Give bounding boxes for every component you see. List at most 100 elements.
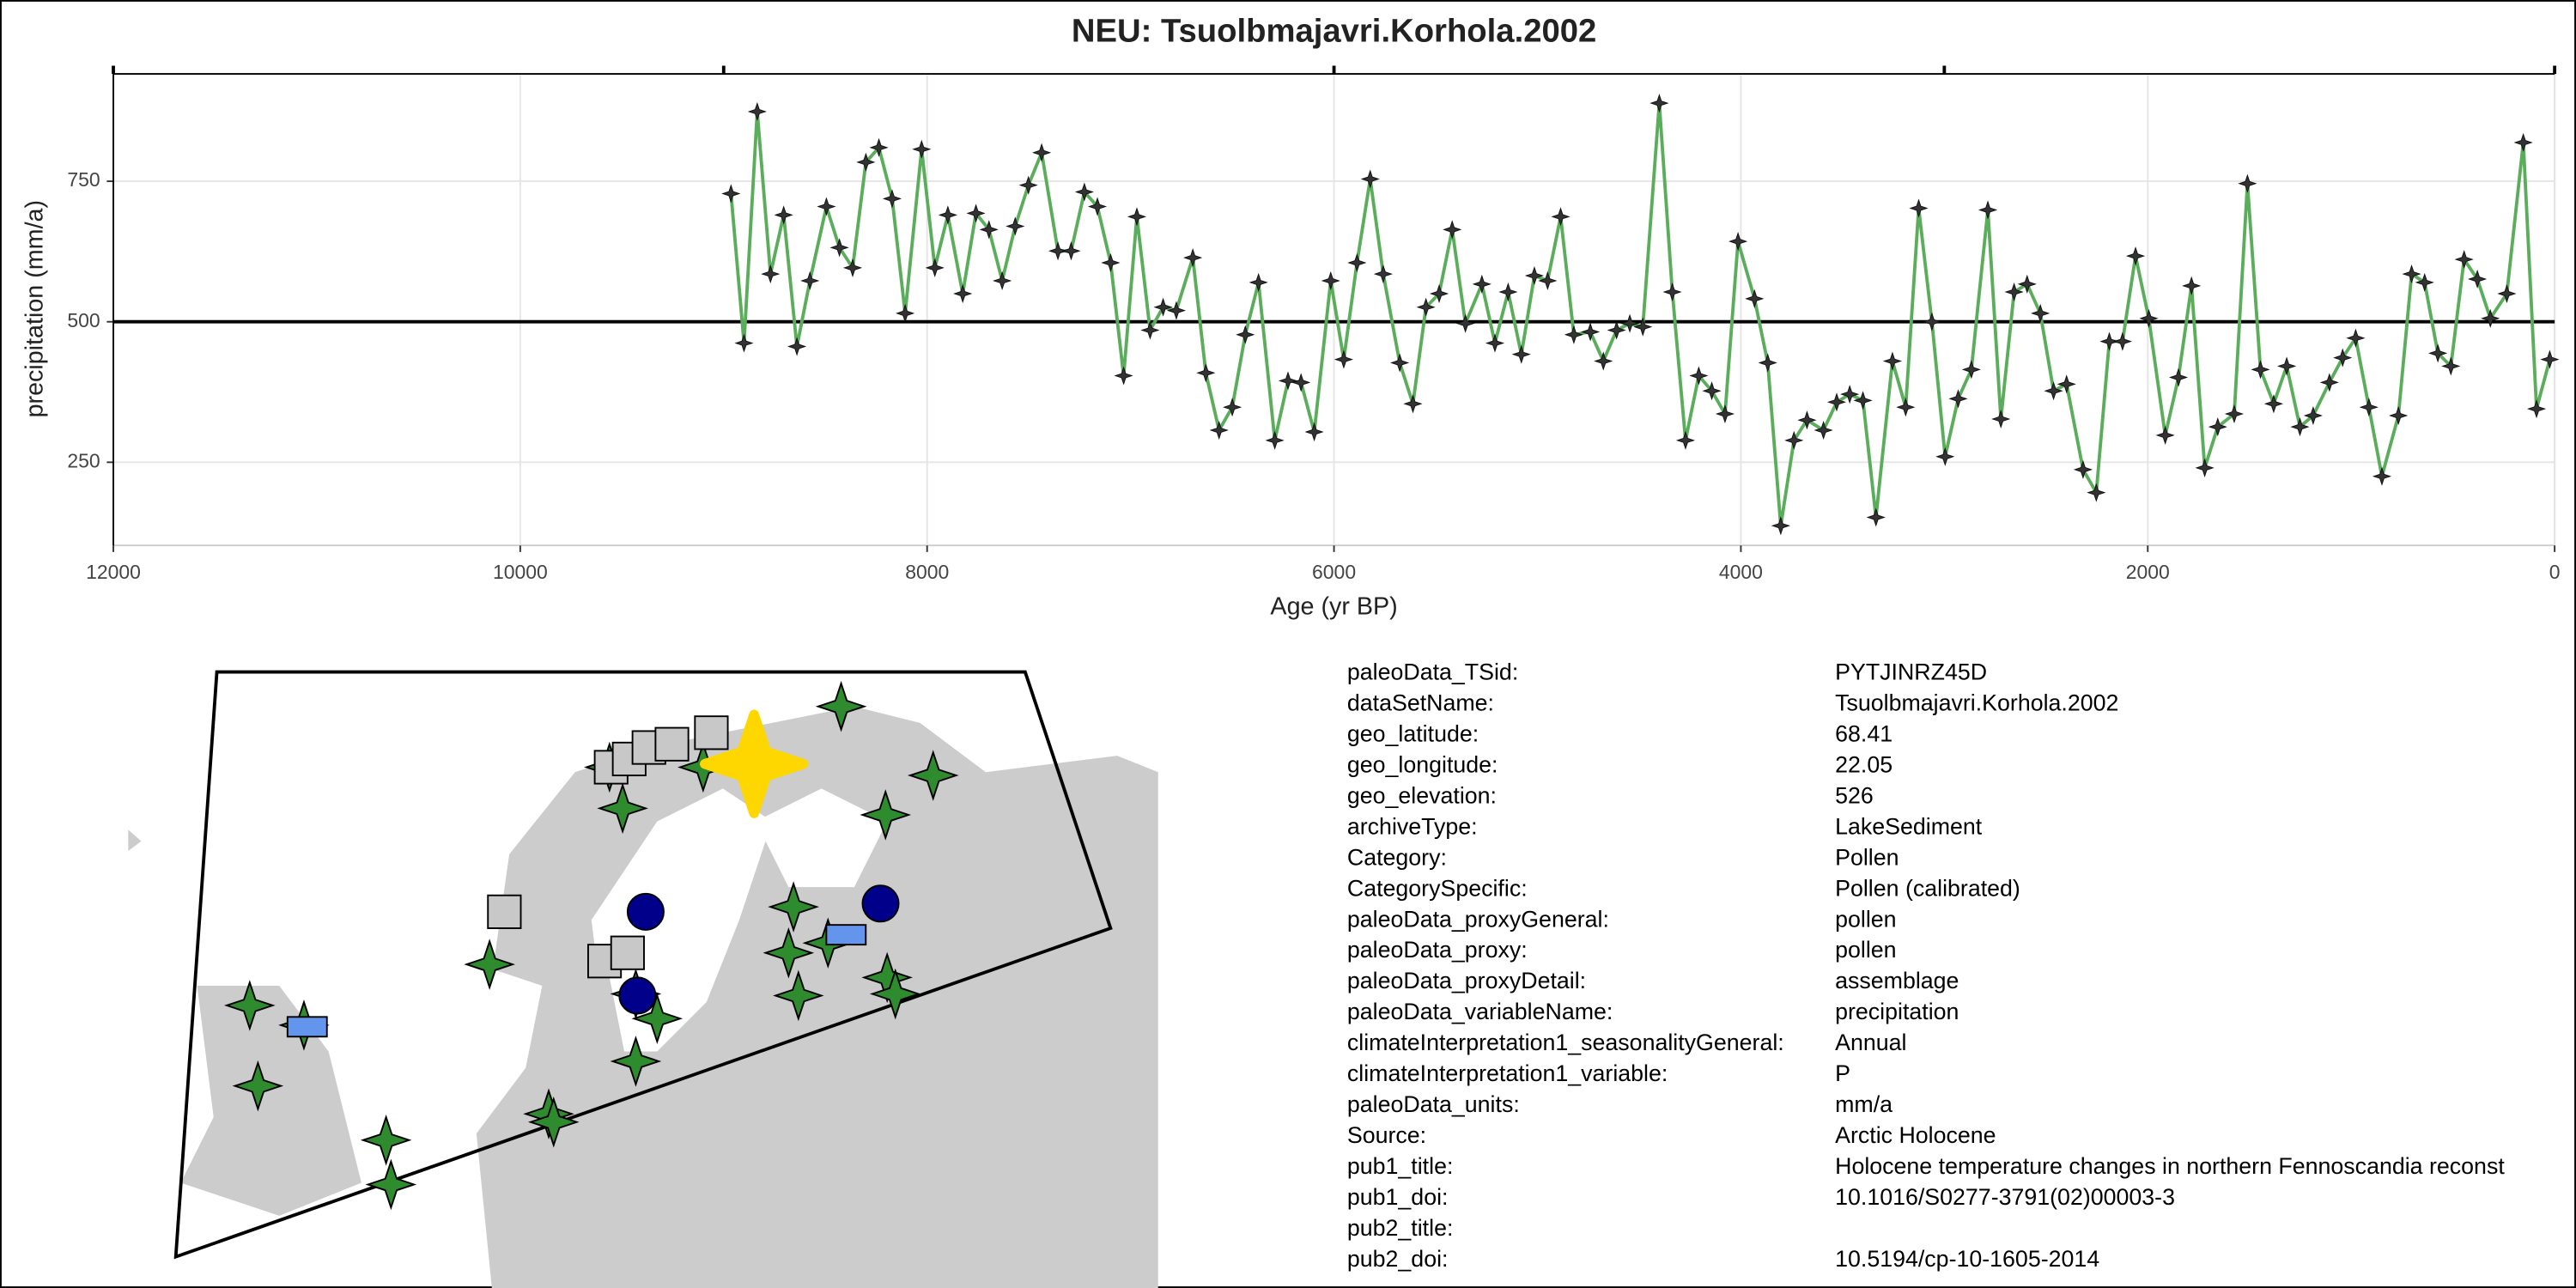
data-point — [938, 205, 957, 225]
site-star — [768, 881, 819, 933]
site-star — [762, 927, 815, 979]
meta-key: pub1_title: — [1347, 1153, 1454, 1179]
data-point — [2195, 458, 2215, 477]
data-point — [1649, 94, 1669, 113]
data-point — [1538, 270, 1558, 291]
meta-value: mm/a — [1835, 1091, 1893, 1117]
meta-value: Tsuolbmajavri.Korhola.2002 — [1835, 690, 2118, 715]
data-point — [1403, 394, 1423, 414]
data-point — [2513, 132, 2533, 153]
data-point — [747, 101, 767, 122]
data-point — [1334, 349, 1354, 369]
site-square — [654, 726, 690, 762]
data-point — [774, 205, 793, 225]
data-point — [1153, 297, 1173, 317]
data-point — [2333, 348, 2353, 368]
data-point — [1797, 410, 1817, 430]
x-axis-label: Age (yr BP) — [1270, 592, 1397, 620]
meta-key: archiveType: — [1347, 813, 1478, 839]
data-point — [1347, 252, 1367, 273]
data-point — [1814, 420, 1833, 440]
data-point — [817, 197, 836, 216]
meta-key: paleoData_units: — [1347, 1091, 1520, 1117]
data-point — [1978, 200, 1998, 220]
chart-title: NEU: Tsuolbmajavri.Korhola.2002 — [1072, 12, 1596, 49]
data-point — [842, 258, 863, 277]
data-point — [2017, 274, 2037, 294]
data-point — [1728, 232, 1748, 252]
data-point — [1236, 325, 1255, 344]
data-point — [2087, 483, 2106, 502]
data-point — [993, 270, 1012, 291]
site-rect — [286, 1016, 328, 1038]
meta-value: Holocene temperature changes in northern… — [1835, 1153, 2505, 1179]
data-point — [2112, 331, 2132, 351]
data-point — [1551, 207, 1571, 227]
site-star — [224, 980, 276, 1031]
data-point — [1127, 207, 1147, 227]
data-point — [2415, 272, 2434, 292]
meta-key: pub2_doi: — [1347, 1246, 1449, 1272]
meta-key: pub2_title: — [1347, 1215, 1454, 1241]
data-point — [979, 220, 999, 240]
map-region — [173, 670, 1113, 1260]
data-point — [1922, 312, 1941, 331]
meta-key: paleoData_proxyDetail: — [1347, 968, 1586, 993]
meta-key: paleoData_proxy: — [1347, 937, 1528, 963]
data-point — [1018, 175, 1038, 195]
data-point — [1948, 389, 1968, 409]
site-star — [597, 782, 648, 835]
y-tick-label: 750 — [67, 168, 100, 191]
x-tick-label: 8000 — [905, 561, 949, 583]
metadata: paleoData_TSid: PYTJINRZ45D dataSetName: Ts… — [1347, 659, 2505, 1272]
data-point — [1961, 360, 1981, 380]
data-point — [2224, 404, 2245, 424]
data-point — [2099, 331, 2119, 351]
data-point — [1429, 283, 1449, 304]
data-point — [1564, 325, 1583, 344]
site-circle — [618, 976, 657, 1015]
meta-value: P — [1835, 1060, 1850, 1086]
data-point — [1745, 289, 1765, 308]
data-point — [1784, 430, 1804, 450]
data-point — [2402, 264, 2421, 284]
site-star — [631, 993, 683, 1045]
site-star — [365, 1158, 417, 1211]
data-point — [1840, 385, 1860, 404]
meta-value: Pollen (calibrated) — [1835, 875, 2020, 901]
meta-key: climateInterpretation1_seasonalityGenera… — [1347, 1030, 1784, 1055]
data-point — [1005, 216, 1025, 236]
meta-value: Pollen — [1835, 844, 1899, 870]
site-star — [773, 969, 824, 1022]
meta-value: 10.1016/S0277-3791(02)00003-3 — [1835, 1184, 2175, 1210]
x-tick-label: 10000 — [493, 561, 548, 583]
meta-value: pollen — [1835, 937, 1896, 963]
data-point — [2481, 308, 2500, 328]
data-point — [1689, 366, 1709, 386]
land — [128, 829, 142, 852]
data-point — [1633, 317, 1653, 337]
data-point — [1087, 197, 1108, 216]
data-point — [2497, 283, 2517, 304]
data-point — [721, 184, 741, 204]
data-point — [1114, 366, 1133, 386]
data-point — [1101, 252, 1121, 273]
data-point — [2389, 405, 2409, 426]
meta-key: paleoData_proxyGeneral: — [1347, 906, 1609, 932]
data-point — [1581, 322, 1601, 342]
y-axis-label: precipitation (mm/a) — [21, 200, 49, 417]
data-point — [829, 238, 849, 258]
data-point — [1524, 265, 1545, 286]
y-tick-label: 500 — [67, 309, 100, 331]
data-point — [2428, 343, 2448, 363]
data-point — [1304, 422, 1324, 442]
site-square — [694, 715, 729, 750]
data-point — [1675, 430, 1696, 450]
map-sites — [224, 680, 959, 1211]
data-point — [2031, 303, 2050, 323]
data-point — [1321, 270, 1340, 291]
data-point — [2526, 399, 2547, 419]
data-point — [2303, 405, 2323, 426]
site-star — [527, 1096, 580, 1148]
data-point — [1991, 409, 2011, 429]
